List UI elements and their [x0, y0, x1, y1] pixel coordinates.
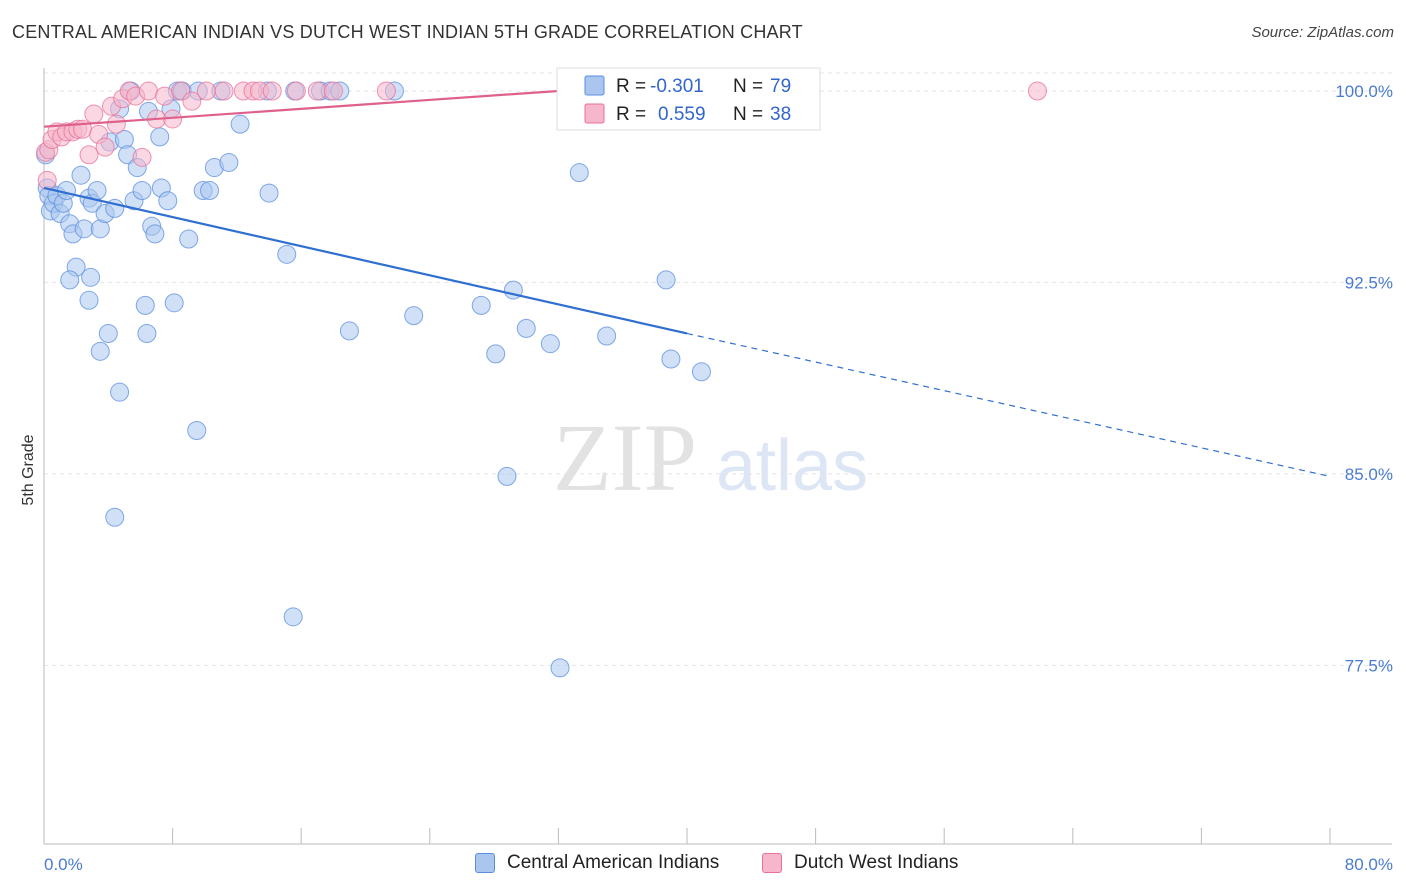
- data-point: [150, 127, 170, 147]
- legend-swatch-central-american-indians: [475, 853, 495, 873]
- data-point: [569, 163, 589, 183]
- data-point: [597, 326, 617, 346]
- legend-n-value-pink: 38: [770, 104, 791, 125]
- y-tick-label: 100.0%: [1335, 82, 1393, 101]
- data-point: [98, 323, 118, 343]
- data-point: [84, 104, 104, 124]
- data-point: [661, 349, 681, 369]
- data-point: [404, 306, 424, 326]
- data-point: [135, 295, 155, 315]
- data-point: [277, 244, 297, 264]
- data-point: [516, 318, 536, 338]
- data-point: [132, 181, 152, 201]
- data-point: [81, 267, 101, 287]
- data-point: [71, 165, 91, 185]
- legend-n-label-blue: N =: [733, 76, 763, 97]
- tick-labels: 77.5% 85.0% 92.5% 100.0% 0.0% 80.0%: [44, 82, 1393, 874]
- legend-item-dutch-west-indians: Dutch West Indians: [762, 852, 958, 874]
- data-point: [540, 334, 560, 354]
- y-tick-label: 85.0%: [1345, 465, 1393, 484]
- data-point: [1027, 81, 1047, 101]
- data-point: [137, 323, 157, 343]
- data-point: [164, 293, 184, 313]
- data-point: [138, 81, 158, 101]
- data-point: [486, 344, 506, 364]
- data-point: [182, 91, 202, 111]
- data-point: [471, 295, 491, 315]
- data-point: [60, 270, 80, 290]
- trend-lines: [43, 89, 1331, 478]
- data-point: [323, 81, 343, 101]
- legend-r-value-pink: 0.559: [658, 104, 706, 125]
- data-point: [283, 607, 303, 627]
- x-tick-label-max: 80.0%: [1345, 855, 1393, 874]
- data-point: [90, 341, 110, 361]
- y-axis-label: 5th Grade: [20, 434, 37, 505]
- source-label: Source: ZipAtlas.com: [1251, 24, 1394, 41]
- stats-legend: R = -0.301 N = 79 R = 0.559 N = 38: [556, 67, 821, 131]
- data-point: [214, 81, 234, 101]
- data-point: [230, 114, 250, 134]
- bottom-legend: Central American Indians Dutch West Indi…: [0, 852, 1406, 878]
- data-point: [187, 420, 207, 440]
- data-point: [95, 137, 115, 157]
- data-point: [79, 290, 99, 310]
- legend-label-central-american-indians: Central American Indians: [507, 852, 720, 873]
- y-tick-label: 77.5%: [1345, 656, 1393, 675]
- trend-line-pink: [43, 89, 559, 128]
- legend-n-label-pink: N =: [733, 104, 763, 125]
- trend-line-blue: [43, 186, 688, 335]
- data-point: [106, 114, 126, 134]
- data-point: [497, 466, 517, 486]
- legend-item-central-american-indians: Central American Indians: [475, 852, 719, 874]
- series-central-american-indians: [36, 81, 711, 678]
- watermark-zip: ZIP: [553, 404, 697, 511]
- data-point: [550, 658, 570, 678]
- legend-r-value-blue: -0.301: [650, 76, 704, 97]
- data-point: [307, 81, 327, 101]
- watermark-atlas: atlas: [716, 426, 868, 506]
- legend-swatch-blue: [584, 75, 605, 96]
- data-point: [219, 152, 239, 172]
- data-point: [110, 382, 130, 402]
- data-point: [259, 183, 279, 203]
- data-point: [37, 170, 57, 190]
- data-point: [339, 321, 359, 341]
- watermark: ZIP atlas: [553, 404, 868, 511]
- data-point: [155, 86, 175, 106]
- series-dutch-west-indians: [36, 81, 1047, 190]
- legend-swatch-dutch-west-indians: [762, 853, 782, 873]
- y-tick-label: 92.5%: [1345, 273, 1393, 292]
- data-point: [376, 81, 396, 101]
- legend-r-label-blue: R =: [616, 76, 646, 97]
- data-point: [74, 219, 94, 239]
- data-point: [656, 270, 676, 290]
- data-point: [196, 81, 216, 101]
- data-point: [105, 507, 125, 527]
- data-point: [158, 191, 178, 211]
- chart-title: CENTRAL AMERICAN INDIAN VS DUTCH WEST IN…: [12, 22, 803, 42]
- data-point: [132, 147, 152, 167]
- x-tick-label-min: 0.0%: [44, 855, 83, 874]
- data-point: [286, 81, 306, 101]
- data-point: [179, 229, 199, 249]
- legend-n-value-blue: 79: [770, 76, 791, 97]
- data-point: [145, 224, 165, 244]
- gridlines: [44, 72, 1394, 666]
- data-point: [200, 181, 220, 201]
- data-point: [79, 145, 99, 165]
- legend-swatch-pink: [584, 103, 605, 124]
- legend-label-dutch-west-indians: Dutch West Indians: [794, 852, 959, 873]
- data-point: [87, 181, 107, 201]
- data-point: [262, 81, 282, 101]
- legend-r-label-pink: R =: [616, 104, 646, 125]
- data-point: [691, 362, 711, 382]
